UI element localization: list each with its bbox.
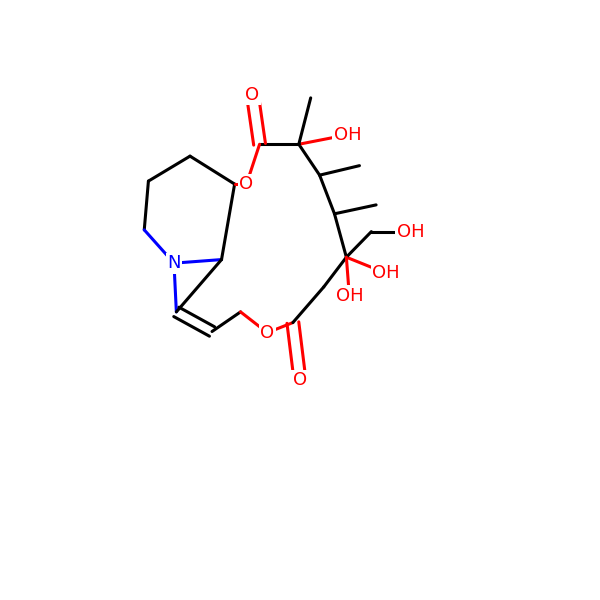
Text: OH: OH [373,264,400,282]
Text: O: O [239,175,254,193]
Text: O: O [293,371,307,389]
Text: OH: OH [334,126,361,144]
Text: OH: OH [335,287,363,305]
Text: O: O [245,86,260,104]
Text: N: N [167,254,181,272]
Text: OH: OH [397,223,424,241]
Text: O: O [260,323,274,341]
